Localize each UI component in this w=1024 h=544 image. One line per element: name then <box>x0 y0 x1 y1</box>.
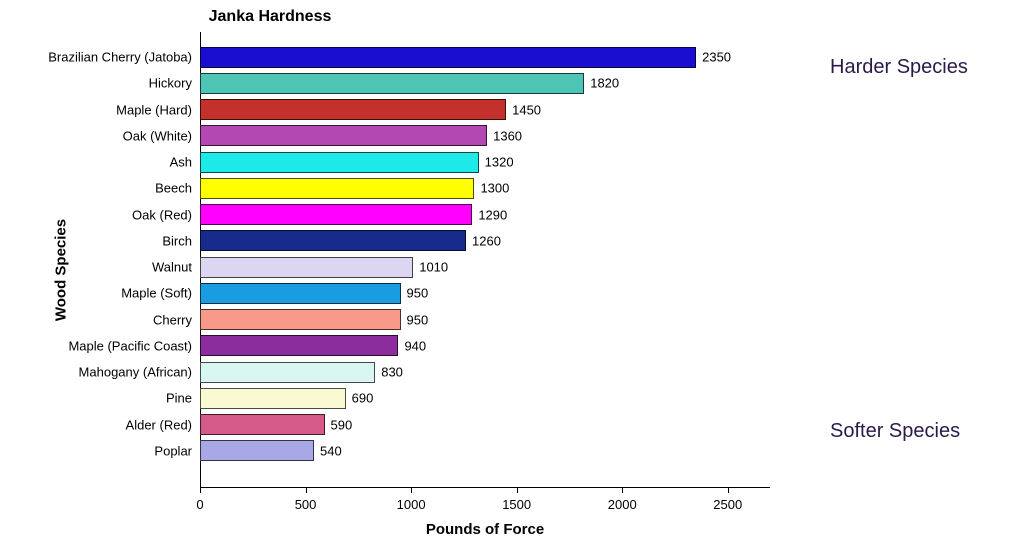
x-tick <box>306 488 307 493</box>
category-label: Oak (White) <box>123 128 192 143</box>
x-tick-label: 500 <box>295 497 317 512</box>
harder-species-label: Harder Species <box>830 56 968 79</box>
bar-value-label: 950 <box>407 312 429 327</box>
x-tick <box>728 488 729 493</box>
bar-value-label: 1320 <box>485 155 514 170</box>
category-label: Poplar <box>154 443 192 458</box>
bar <box>200 257 413 278</box>
category-label: Walnut <box>152 260 192 275</box>
chart-title: Janka Hardness <box>0 8 540 26</box>
bar <box>200 47 696 68</box>
bar <box>200 125 487 146</box>
category-label: Oak (Red) <box>132 207 192 222</box>
category-label: Birch <box>162 233 192 248</box>
category-label: Maple (Pacific Coast) <box>68 338 192 353</box>
bar-value-label: 830 <box>381 365 403 380</box>
category-label: Mahogany (African) <box>79 365 192 380</box>
bar-value-label: 1360 <box>493 128 522 143</box>
category-label: Alder (Red) <box>126 417 192 432</box>
bar-value-label: 540 <box>320 443 342 458</box>
category-label: Maple (Hard) <box>116 102 192 117</box>
bar <box>200 440 314 461</box>
category-label: Beech <box>155 181 192 196</box>
bar <box>200 73 584 94</box>
bar-value-label: 2350 <box>702 50 731 65</box>
x-tick <box>411 488 412 493</box>
category-label: Ash <box>170 155 192 170</box>
x-tick <box>622 488 623 493</box>
bar <box>200 178 474 199</box>
x-tick <box>200 488 201 493</box>
bar-value-label: 1260 <box>472 233 501 248</box>
bar-value-label: 1300 <box>480 181 509 196</box>
category-label: Maple (Soft) <box>121 286 192 301</box>
bar <box>200 283 401 304</box>
x-tick-label: 0 <box>196 497 203 512</box>
softer-species-label: Softer Species <box>830 420 960 443</box>
bar <box>200 152 479 173</box>
bar-value-label: 690 <box>352 391 374 406</box>
bar <box>200 388 346 409</box>
x-tick-label: 1500 <box>502 497 531 512</box>
x-tick <box>517 488 518 493</box>
bar <box>200 362 375 383</box>
category-label: Hickory <box>149 76 192 91</box>
bar-value-label: 950 <box>407 286 429 301</box>
x-tick-label: 2000 <box>608 497 637 512</box>
bar-value-label: 1450 <box>512 102 541 117</box>
x-axis-label: Pounds of Force <box>200 521 770 538</box>
bar <box>200 204 472 225</box>
bar-value-label: 1010 <box>419 260 448 275</box>
bar-value-label: 590 <box>331 417 353 432</box>
plot-area: 05001000150020002500 Brazilian Cherry (J… <box>200 36 770 488</box>
x-tick-label: 2500 <box>713 497 742 512</box>
category-label: Pine <box>166 391 192 406</box>
bar <box>200 99 506 120</box>
bar-value-label: 1290 <box>478 207 507 222</box>
bar-value-label: 940 <box>404 338 426 353</box>
x-tick-label: 1000 <box>397 497 426 512</box>
bar-value-label: 1820 <box>590 76 619 91</box>
bar <box>200 414 325 435</box>
bar <box>200 230 466 251</box>
bar <box>200 309 401 330</box>
bar <box>200 335 398 356</box>
category-label: Cherry <box>153 312 192 327</box>
bars-container: Brazilian Cherry (Jatoba)2350Hickory1820… <box>200 36 770 488</box>
y-axis-label: Wood Species <box>53 219 70 321</box>
category-label: Brazilian Cherry (Jatoba) <box>48 50 192 65</box>
